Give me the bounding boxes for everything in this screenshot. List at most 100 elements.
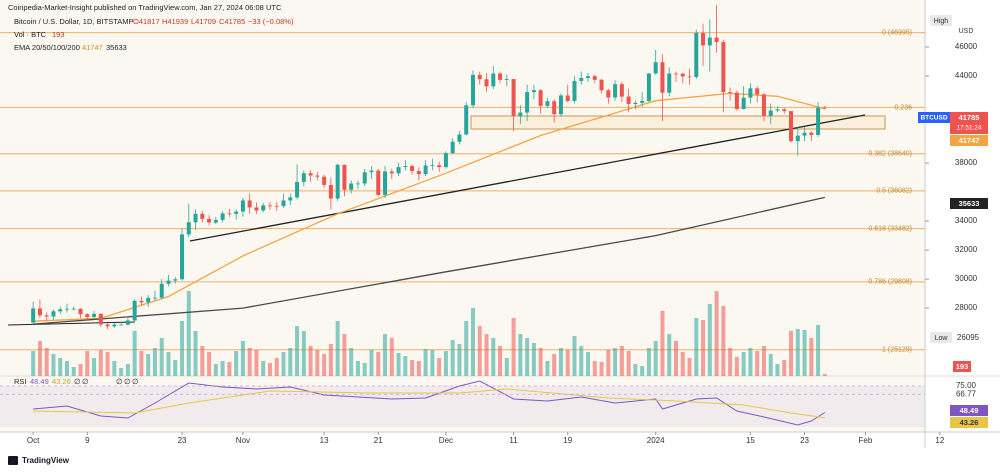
candle-body	[139, 300, 144, 303]
volume-bar	[274, 358, 279, 376]
volume-bar	[450, 340, 455, 376]
candle-body	[518, 112, 523, 117]
candle-body	[105, 324, 110, 327]
volume-bar	[755, 351, 760, 376]
volume-bar	[809, 338, 814, 376]
ema-layer	[33, 92, 826, 325]
volume-bar	[112, 361, 117, 376]
candle-body	[355, 183, 360, 185]
volume-bar	[186, 291, 191, 376]
volume-bar	[660, 311, 665, 376]
fib-label: 0.618 (33482)	[868, 225, 912, 232]
y-tick-label: 30000	[955, 274, 978, 283]
candle-body	[809, 132, 814, 135]
candle-body	[85, 314, 90, 317]
candle-body	[768, 110, 773, 116]
volume-bar	[51, 354, 56, 376]
rsi-legend-value: ∅	[124, 377, 131, 386]
volume-bar	[579, 346, 584, 376]
candle-body	[802, 132, 807, 136]
ema-line	[33, 92, 826, 322]
candle-body	[71, 308, 76, 310]
volume-bar	[234, 351, 239, 376]
candle-body	[816, 107, 821, 135]
volume-bar	[687, 358, 692, 376]
volume-bar	[240, 341, 245, 376]
trendline	[189, 114, 866, 242]
symbol-tag: BTCUSD	[920, 115, 947, 122]
candle-body	[213, 219, 218, 223]
candle-body	[227, 213, 232, 215]
volume-bar	[152, 348, 157, 376]
rsi-badge	[950, 405, 988, 416]
candle-body	[795, 135, 800, 142]
candle-body	[531, 90, 536, 93]
volume-bar	[531, 343, 536, 376]
candle-body	[558, 95, 563, 115]
last-price-badge	[950, 112, 988, 134]
volume-bar	[802, 330, 807, 376]
volume-bar	[653, 341, 658, 376]
candle-body	[193, 213, 198, 223]
volume-bar	[545, 361, 550, 376]
high-label: High	[934, 18, 949, 25]
volume-bar	[396, 353, 401, 376]
candle-body	[450, 141, 455, 154]
volume-bar	[525, 338, 530, 376]
candle-body	[633, 102, 638, 105]
candle-body	[653, 62, 658, 74]
x-tick-label: 2024	[647, 436, 665, 445]
rsi-badge-value: 48.49	[960, 406, 979, 415]
candle-body	[707, 37, 712, 46]
candle-body	[51, 311, 56, 317]
candle-body	[64, 308, 69, 310]
candle-body	[741, 97, 746, 109]
volume-bar	[464, 321, 469, 376]
volume-bar	[640, 366, 645, 376]
volume-bar	[443, 351, 448, 376]
volume-bar	[565, 350, 570, 376]
trendline	[7, 321, 136, 326]
candle-body	[613, 84, 618, 98]
candle-body	[592, 76, 597, 80]
volume-bar	[646, 348, 651, 376]
volume-bar	[552, 354, 557, 376]
ohlc-high: H41939	[162, 17, 188, 26]
publisher: Coinpedia-Market-Insight published on Tr…	[8, 3, 282, 12]
volume-bar	[389, 338, 394, 376]
x-tick-label: 23	[800, 436, 809, 445]
volume-bar	[92, 358, 97, 376]
candle-body	[315, 175, 320, 177]
ema-badge	[950, 198, 988, 209]
candle-body	[186, 222, 191, 235]
candle-body	[254, 207, 259, 211]
fib-layer: 0 (46995) 0.236 0.382 (38640) 0.5 (36082) 0.…	[0, 29, 925, 354]
candle-body	[328, 184, 333, 199]
fib-label: 0 (46995)	[882, 29, 912, 36]
volume-bar	[619, 346, 624, 376]
candle-body	[579, 78, 584, 81]
ema-line	[33, 196, 826, 325]
ema-badge	[950, 135, 988, 146]
candle-body	[464, 105, 469, 135]
volume-bar	[470, 308, 475, 376]
candle-body	[274, 205, 279, 207]
low-label: Low	[935, 335, 949, 342]
volume-bar	[98, 350, 103, 376]
candle-body	[159, 283, 164, 298]
volume-bar	[64, 361, 69, 376]
candle-body	[782, 109, 787, 112]
candle-body	[383, 171, 388, 195]
volume-bar	[558, 348, 563, 376]
candle-body	[437, 165, 442, 168]
volume-bar	[491, 338, 496, 376]
volume-bar	[592, 361, 597, 376]
candle-body	[565, 95, 570, 101]
candle-body	[58, 309, 63, 312]
volume-bar	[200, 346, 205, 376]
candle-body	[267, 205, 272, 207]
ema-badge-value: 35633	[959, 199, 980, 208]
candle-body	[31, 308, 36, 323]
volume-bar	[586, 352, 591, 376]
candle-body	[173, 279, 178, 281]
